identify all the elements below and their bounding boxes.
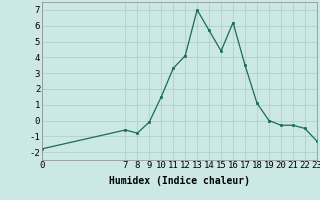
X-axis label: Humidex (Indice chaleur): Humidex (Indice chaleur) [109,176,250,186]
